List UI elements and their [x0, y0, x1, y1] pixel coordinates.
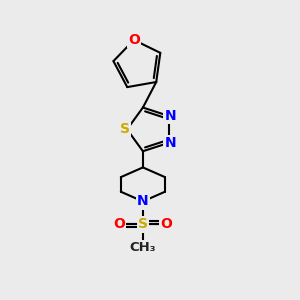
Text: S: S	[120, 122, 130, 136]
Text: O: O	[113, 218, 125, 231]
Text: CH₃: CH₃	[130, 241, 156, 254]
Text: O: O	[128, 33, 140, 47]
Text: N: N	[164, 109, 176, 123]
Text: N: N	[164, 136, 176, 150]
Text: S: S	[138, 218, 148, 231]
Text: N: N	[137, 194, 149, 208]
Text: O: O	[160, 218, 172, 231]
